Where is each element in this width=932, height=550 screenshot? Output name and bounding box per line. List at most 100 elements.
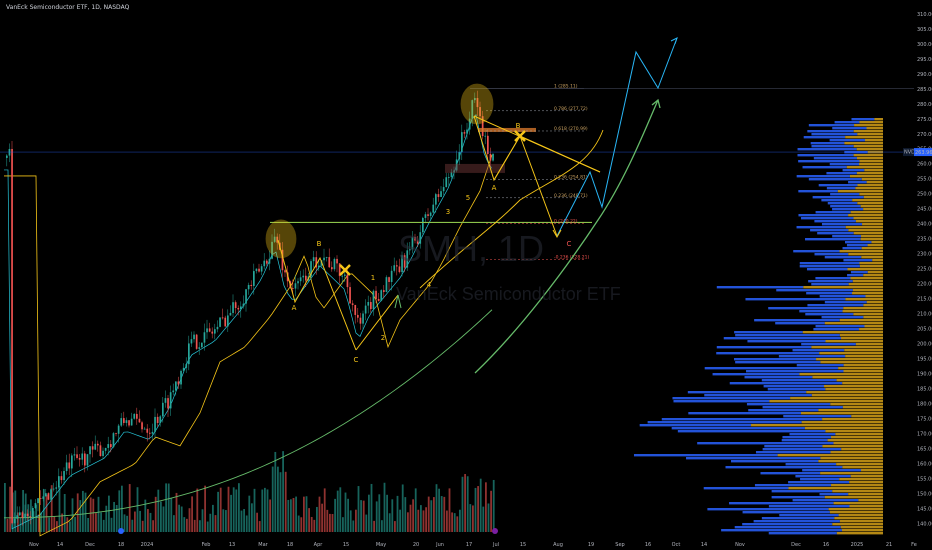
profile-bar-down xyxy=(859,265,883,268)
profile-bar-down xyxy=(852,292,883,295)
candle-body xyxy=(312,257,315,262)
candle-body xyxy=(188,343,190,365)
candle-body xyxy=(128,420,130,426)
candle-body xyxy=(318,265,320,268)
profile-bar-up xyxy=(762,448,842,451)
volume-bar xyxy=(261,489,264,532)
profile-bar-down xyxy=(845,298,883,301)
profile-bar-up xyxy=(830,193,860,196)
volume-bar xyxy=(308,508,310,532)
volume-bar xyxy=(321,503,323,532)
volume-bar xyxy=(378,494,381,532)
candle-body xyxy=(102,450,104,457)
volume-bar xyxy=(409,504,412,532)
candle-body xyxy=(120,418,123,426)
wave-label: A xyxy=(492,184,497,192)
volume-bar xyxy=(66,517,69,532)
wave-label: B xyxy=(317,240,322,248)
volume-bar xyxy=(162,506,165,532)
candle-body xyxy=(24,513,26,518)
time-tick-label: Jul xyxy=(492,542,499,548)
volume-bar xyxy=(206,521,209,532)
volume-bar xyxy=(253,488,256,532)
profile-bar-up xyxy=(673,400,770,403)
volume-bar xyxy=(139,510,141,532)
profile-bar-down xyxy=(853,313,883,316)
candle-body xyxy=(177,381,180,385)
profile-bar-up xyxy=(742,523,833,526)
volume-bar xyxy=(417,509,420,532)
profile-bar-down xyxy=(827,439,883,442)
candle-body xyxy=(26,513,29,517)
profile-bar-up xyxy=(805,238,861,241)
candle-body xyxy=(281,249,284,271)
profile-bar-down xyxy=(848,283,883,286)
candle-body xyxy=(110,444,112,448)
candle-body xyxy=(375,290,377,299)
wave-label: 1 xyxy=(371,274,375,282)
volume-bar xyxy=(17,512,19,532)
profile-bar-up xyxy=(815,211,851,214)
profile-bar-up xyxy=(799,262,860,265)
candle-body xyxy=(349,287,351,304)
price-tick-label: 140.00 xyxy=(917,522,932,528)
volume-bar xyxy=(492,479,495,532)
profile-bar-up xyxy=(793,250,840,253)
volume-bar xyxy=(258,521,261,532)
time-tick-label: 18 xyxy=(287,542,293,548)
profile-bar-down xyxy=(848,229,883,232)
volume-bar xyxy=(336,490,339,532)
volume-bar xyxy=(456,516,459,532)
profile-bar-down xyxy=(848,253,883,256)
profile-bar-up xyxy=(779,514,839,517)
volume-bar xyxy=(487,503,490,532)
volume-bar xyxy=(232,487,235,532)
price-tick-label: 235.00 xyxy=(917,237,932,243)
candle-body xyxy=(437,194,440,197)
volume-bar xyxy=(251,503,253,532)
profile-bar-up xyxy=(810,229,849,232)
candle-body xyxy=(273,236,276,242)
profile-bar-up xyxy=(808,178,862,181)
profile-bar-down xyxy=(852,289,883,292)
profile-bar-up xyxy=(799,265,860,268)
time-tick-label: Dec xyxy=(791,542,801,548)
profile-bar-down xyxy=(856,157,883,160)
volume-bar xyxy=(277,466,279,532)
price-tick-label: 255.00 xyxy=(917,177,932,183)
profile-bar-up xyxy=(789,433,836,436)
profile-bar-down xyxy=(853,217,883,220)
candle-body xyxy=(302,275,305,278)
profile-bar-down xyxy=(848,214,883,217)
volume-bar xyxy=(89,497,92,532)
volume-bar xyxy=(381,520,383,532)
volume-bar xyxy=(58,486,61,532)
volume-bar xyxy=(256,512,258,532)
price-tick-label: 275.00 xyxy=(917,117,932,123)
candle-body xyxy=(260,266,263,272)
profile-bar-down xyxy=(800,412,883,415)
profile-bar-up xyxy=(834,121,860,124)
profile-bar-up xyxy=(807,304,864,307)
profile-bar-up xyxy=(802,166,847,169)
candle-body xyxy=(211,331,214,334)
candle-body xyxy=(13,518,16,524)
profile-bar-up xyxy=(703,487,789,490)
volume-bar xyxy=(331,514,334,532)
volume-bar xyxy=(352,520,355,532)
profile-bar-up xyxy=(850,271,868,274)
volume-bar xyxy=(266,489,269,532)
volume-bar xyxy=(427,496,430,532)
profile-bar-down xyxy=(855,220,883,223)
profile-bar-up xyxy=(821,223,863,226)
price-tick-label: 305.00 xyxy=(917,27,932,33)
candle-body xyxy=(455,159,458,171)
profile-bar-down xyxy=(866,127,883,130)
time-tick-label: Feb xyxy=(202,542,211,548)
profile-bar-up xyxy=(808,280,853,283)
profile-bar-down xyxy=(811,346,883,349)
profile-bar-down xyxy=(871,241,883,244)
profile-bar-down xyxy=(820,361,883,364)
candle-body xyxy=(268,258,271,264)
